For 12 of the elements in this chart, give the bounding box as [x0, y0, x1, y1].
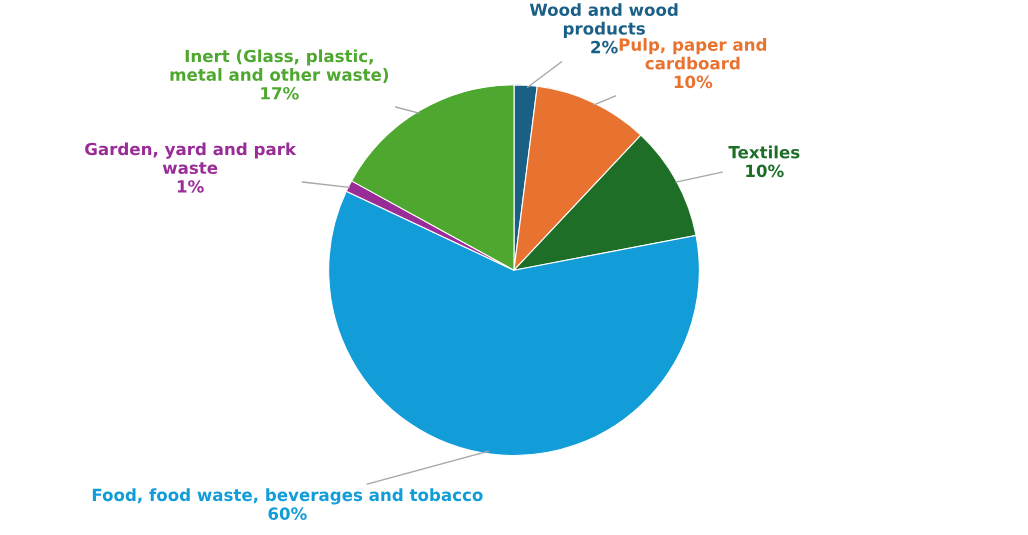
data-label: 60% — [268, 507, 307, 520]
data-label: 17% — [261, 87, 299, 100]
slice-label: Wood and wood products — [529, 3, 678, 38]
slice-label: Inert (Glass, plastic, metal and other waste) — [170, 49, 389, 83]
slice-label: Textiles — [728, 145, 800, 159]
data-label: 2% — [591, 40, 618, 54]
slice-label: Garden, yard and park waste — [85, 142, 297, 175]
slice-label: Food, food waste, beverages and tobacco — [92, 488, 483, 505]
data-label: 10% — [674, 75, 713, 89]
slice-label: Pulp, paper and cardboard — [619, 38, 767, 70]
data-label: 1% — [177, 180, 204, 193]
data-label: 10% — [746, 164, 784, 178]
